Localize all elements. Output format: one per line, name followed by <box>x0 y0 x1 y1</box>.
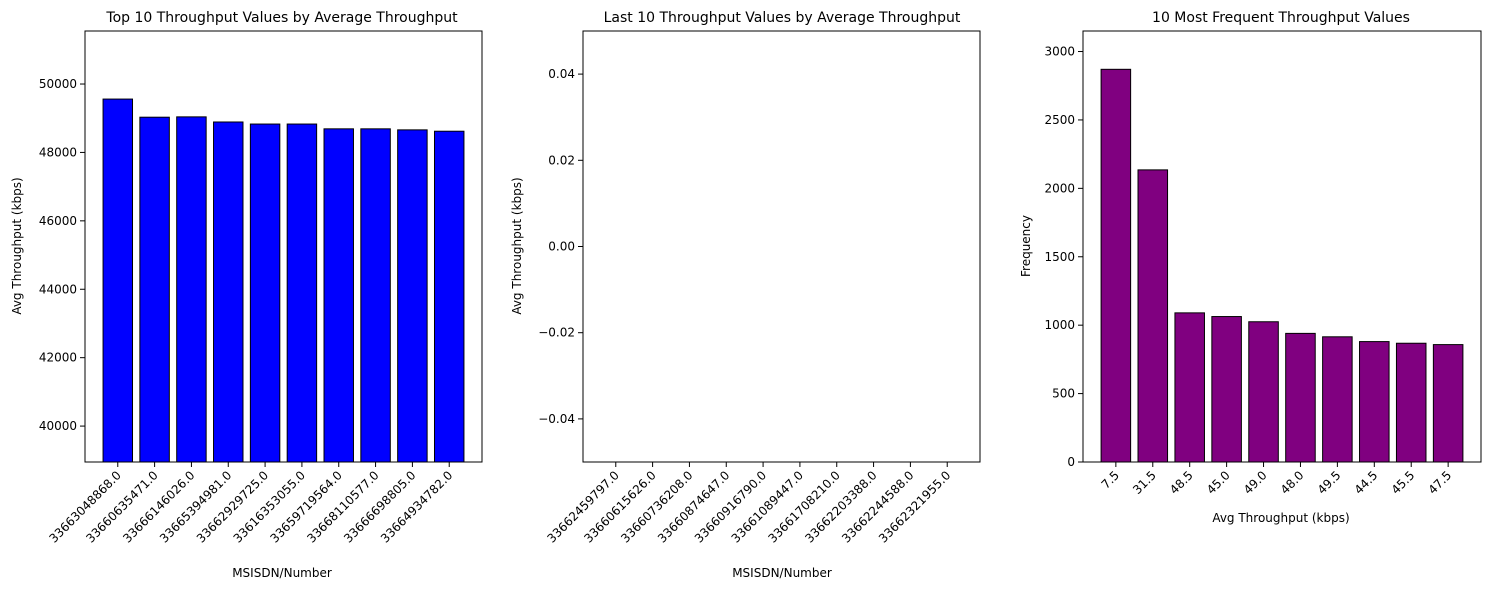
bar-33668110577.0 <box>360 128 391 463</box>
bar-7.5 <box>1100 68 1132 463</box>
y-tick-label: 0.04 <box>548 67 575 81</box>
bar-49.5 <box>1322 336 1353 463</box>
chart-most-frequent-throughput: 10 Most Frequent Throughput Values 0 500 1… <box>1019 10 1482 525</box>
y-tick-label: 2500 <box>1044 113 1075 127</box>
bars-group <box>1100 68 1464 463</box>
y-tick-label: −0.04 <box>538 412 575 426</box>
x-tick-label: 48.0 <box>1278 468 1307 497</box>
bars-group <box>102 98 465 463</box>
x-tick-label: 45.5 <box>1389 468 1418 497</box>
y-axis-label: Avg Throughput (kbps) <box>10 177 24 314</box>
bar-33666146026.0 <box>176 116 207 463</box>
x-axis-ticks: 33663048868.033660635471.033666146026.03… <box>47 462 455 546</box>
bar-44.5 <box>1359 341 1390 463</box>
x-tick-label: 45.0 <box>1204 468 1233 497</box>
y-tick-label: −0.02 <box>538 326 575 340</box>
y-axis-ticks: 0 500 1000 1500 2000 2500 3000 <box>1044 45 1083 469</box>
x-tick-label: 44.5 <box>1352 468 1381 497</box>
bar-49.0 <box>1248 321 1279 463</box>
x-tick-label: 47.5 <box>1425 468 1454 497</box>
x-axis-label: MSISDN/Number <box>232 566 332 580</box>
bar-33660635471.0 <box>139 116 170 463</box>
y-axis-label: Frequency <box>1019 215 1033 277</box>
y-tick-label: 0.02 <box>548 153 575 167</box>
y-tick-label: 500 <box>1052 387 1075 401</box>
y-tick-label: 3000 <box>1044 45 1075 59</box>
chart-top-10-throughput: Top 10 Throughput Values by Average Thro… <box>10 10 483 580</box>
bar-31.5 <box>1137 169 1169 463</box>
x-axis-label: MSISDN/Number <box>732 566 832 580</box>
bar-45.5 <box>1395 342 1427 463</box>
y-tick-label: 1000 <box>1044 318 1075 332</box>
y-axis-ticks: 40000 42000 44000 46000 48000 50000 <box>39 77 85 433</box>
bar-45.0 <box>1211 316 1242 463</box>
bar-47.5 <box>1432 344 1464 463</box>
chart-last-10-throughput: Last 10 Throughput Values by Average Thr… <box>510 10 981 580</box>
y-tick-label: 46000 <box>39 214 77 228</box>
x-tick-label: 49.0 <box>1241 468 1270 497</box>
bar-33616353055.0 <box>286 123 318 463</box>
y-tick-label: 42000 <box>39 351 77 365</box>
bar-48.5 <box>1174 312 1205 463</box>
bar-48.0 <box>1285 332 1316 463</box>
bar-33665394981.0 <box>213 121 244 463</box>
x-tick-label: 49.5 <box>1315 468 1344 497</box>
x-tick-label: 7.5 <box>1099 468 1122 491</box>
x-tick-label: 31.5 <box>1130 468 1159 497</box>
x-axis-ticks: 7.5 31.5 48.5 45.0 49.0 48.0 49.5 44.5 45.5 47.5 <box>1099 462 1454 497</box>
chart-title: Top 10 Throughput Values by Average Thro… <box>105 10 458 26</box>
y-axis-ticks: −0.04 −0.02 0.00 0.02 0.04 <box>538 67 583 426</box>
plot-area-frame <box>84 30 483 463</box>
y-tick-label: 40000 <box>39 419 77 433</box>
bar-33662929725.0 <box>249 123 281 463</box>
y-tick-label: 48000 <box>39 145 77 159</box>
x-tick-label: 48.5 <box>1167 468 1196 497</box>
y-axis-label: Avg Throughput (kbps) <box>510 177 524 314</box>
y-tick-label: 44000 <box>39 282 77 296</box>
y-tick-label: 2000 <box>1044 181 1075 195</box>
plot-area-frame <box>1082 30 1482 463</box>
x-axis-label: Avg Throughput (kbps) <box>1212 511 1349 525</box>
y-tick-label: 50000 <box>39 77 77 91</box>
chart-title: 10 Most Frequent Throughput Values <box>1152 10 1410 26</box>
bar-33664934782.0 <box>433 130 465 463</box>
plot-area-frame <box>582 30 981 463</box>
y-tick-label: 1500 <box>1044 250 1075 264</box>
chart-title: Last 10 Throughput Values by Average Thr… <box>604 10 961 26</box>
bar-33666698805.0 <box>397 129 428 463</box>
y-tick-label: 0.00 <box>548 240 575 254</box>
y-tick-label: 0 <box>1067 455 1075 469</box>
bar-33663048868.0 <box>102 98 134 463</box>
x-axis-ticks: 33662459797.033660615626.033660736208.03… <box>545 462 953 546</box>
bar-33659719564.0 <box>323 128 354 463</box>
